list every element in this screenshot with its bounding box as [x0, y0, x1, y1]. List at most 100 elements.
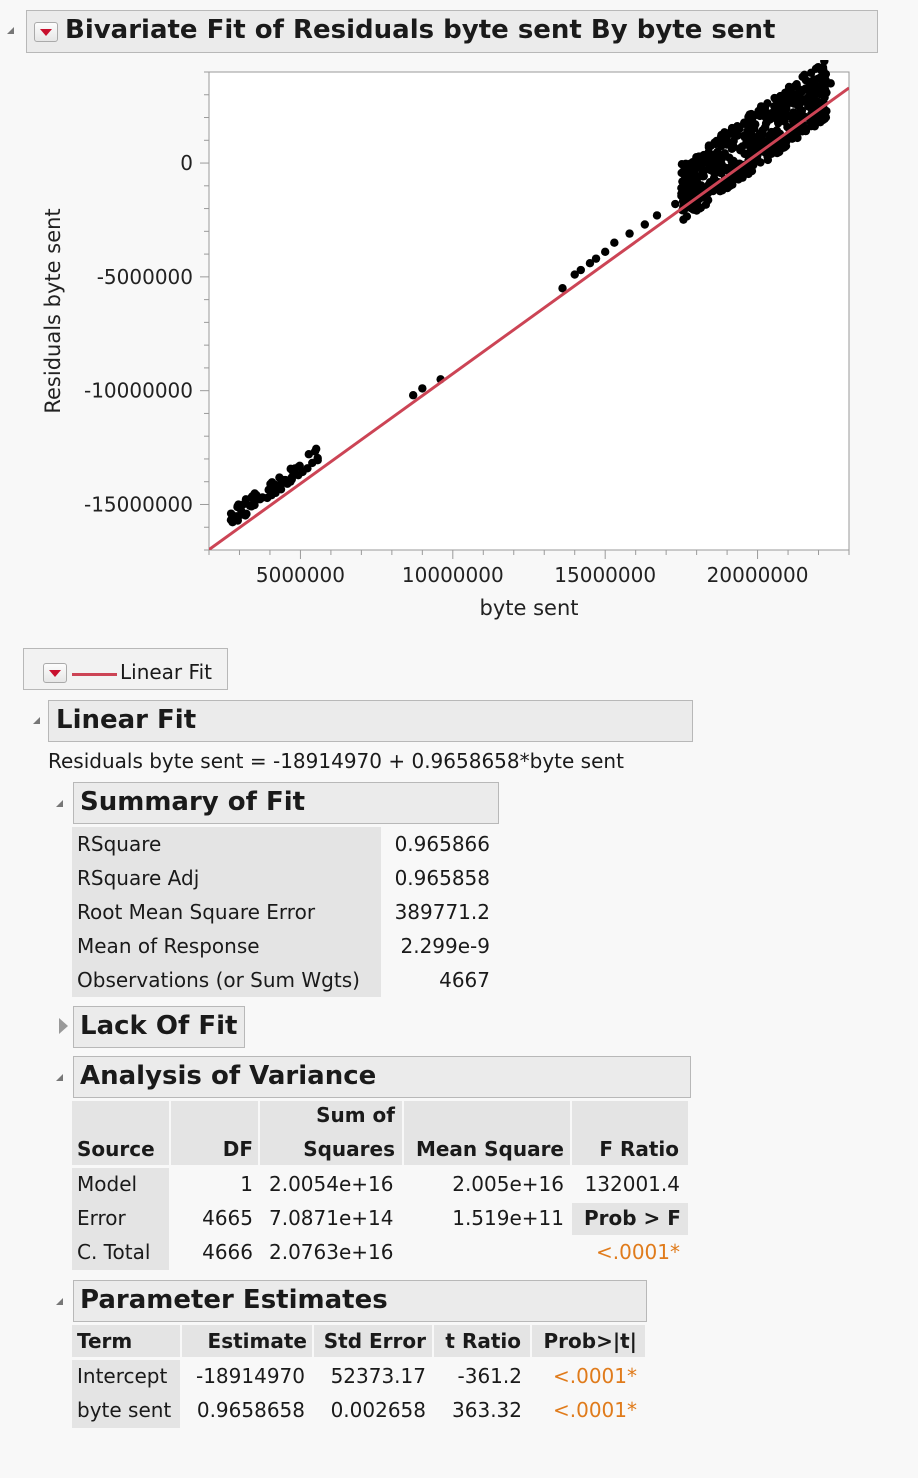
anova-ss: 2.0054e+16	[269, 1172, 394, 1196]
fit-equation: Residuals byte sent = -18914970 + 0.9658…	[48, 749, 624, 773]
data-point	[687, 172, 695, 180]
x-tick-label: 20000000	[707, 563, 809, 587]
data-point	[686, 182, 694, 190]
params-disclosure-icon[interactable]	[56, 1298, 63, 1305]
anova-df: 1	[171, 1172, 253, 1196]
data-point	[779, 96, 787, 104]
data-point	[817, 91, 825, 99]
summary-disclosure-icon[interactable]	[56, 800, 63, 807]
data-point	[790, 112, 798, 120]
report-disclosure-icon[interactable]	[7, 27, 14, 34]
data-point	[802, 76, 810, 84]
anova-head-f: F Ratio	[572, 1137, 679, 1161]
summary-value: 4667	[382, 968, 490, 992]
anova-df: 4666	[171, 1240, 253, 1264]
data-point	[683, 212, 691, 220]
data-point	[227, 509, 235, 517]
data-point	[819, 65, 827, 73]
params-prob: <.0001*	[532, 1398, 637, 1422]
params-prob: <.0001*	[532, 1364, 637, 1388]
params-head-4: Prob>|t|	[532, 1329, 637, 1353]
linear-fit-disclosure-icon[interactable]	[33, 717, 40, 724]
data-point	[241, 511, 249, 519]
data-point	[263, 494, 271, 502]
lack-of-fit-disclosure-icon[interactable]	[59, 1018, 68, 1034]
data-point	[794, 102, 802, 110]
summary-title: Summary of Fit	[80, 787, 305, 817]
x-tick-label: 15000000	[554, 563, 656, 587]
anova-source: Error	[77, 1206, 126, 1230]
data-point	[724, 130, 732, 138]
y-axis-label: Residuals byte sent	[41, 208, 65, 413]
data-point	[592, 254, 600, 262]
data-point	[794, 91, 802, 99]
data-point	[748, 114, 756, 122]
data-point	[715, 157, 723, 165]
data-point	[275, 473, 283, 481]
anova-head-ss2: Squares	[260, 1137, 395, 1161]
data-point	[713, 168, 721, 176]
params-t-ratio: 363.32	[434, 1398, 522, 1422]
linear-fit-title: Linear Fit	[56, 705, 196, 735]
data-point	[688, 165, 696, 173]
summary-label: Root Mean Square Error	[77, 900, 315, 924]
data-point	[722, 140, 730, 148]
y-tick-label: -10000000	[84, 379, 193, 403]
data-point	[270, 484, 278, 492]
data-point	[418, 384, 426, 392]
anova-disclosure-icon[interactable]	[56, 1074, 63, 1081]
data-point	[740, 150, 748, 158]
data-point	[771, 95, 779, 103]
data-point	[610, 239, 618, 247]
anova-prob-label: Prob > F	[584, 1206, 681, 1230]
anova-head-ss1: Sum of	[260, 1103, 395, 1127]
anova-ms: 2.005e+16	[404, 1172, 564, 1196]
data-point	[730, 175, 738, 183]
params-term: byte sent	[77, 1398, 171, 1422]
params-title: Parameter Estimates	[80, 1285, 388, 1315]
data-point	[744, 132, 752, 140]
data-point	[785, 83, 793, 91]
data-point	[705, 143, 713, 151]
data-point	[287, 465, 295, 473]
data-point	[782, 138, 790, 146]
summary-value: 389771.2	[382, 900, 490, 924]
data-point	[409, 391, 417, 399]
data-point	[700, 151, 708, 159]
data-point	[577, 266, 585, 274]
lack-of-fit-title: Lack Of Fit	[80, 1011, 237, 1041]
fit-menu-icon[interactable]	[43, 663, 67, 683]
data-point	[677, 169, 685, 177]
anova-head-source: Source	[77, 1137, 155, 1161]
summary-value: 0.965858	[382, 866, 490, 890]
summary-value: 2.299e-9	[382, 934, 490, 958]
fit-legend-line	[72, 673, 117, 676]
y-tick-label: -5000000	[97, 265, 193, 289]
anova-head-df: DF	[171, 1137, 253, 1161]
data-point	[791, 132, 799, 140]
data-point	[641, 220, 649, 228]
summary-label: Observations (or Sum Wgts)	[77, 968, 360, 992]
data-point	[298, 468, 306, 476]
data-point	[774, 142, 782, 150]
params-estimate: 0.9658658	[182, 1398, 305, 1422]
data-point	[653, 211, 661, 219]
scatter-chart: 0 -5000000 -10000000 -15000000 5000000 100000…	[0, 60, 918, 630]
data-point	[677, 184, 685, 192]
x-axis-label: byte sent	[480, 596, 579, 620]
params-estimate: -18914970	[182, 1364, 305, 1388]
data-point	[705, 160, 713, 168]
anova-source: Model	[77, 1172, 137, 1196]
data-point	[671, 200, 679, 208]
data-point	[723, 182, 731, 190]
params-head-0: Term	[77, 1329, 132, 1353]
anova-source: C. Total	[77, 1240, 150, 1264]
data-point	[805, 101, 813, 109]
anova-ss: 7.0871e+14	[269, 1206, 394, 1230]
report-menu-icon[interactable]	[34, 22, 58, 42]
data-point	[283, 480, 291, 488]
data-point	[758, 105, 766, 113]
y-tick-label: 0	[180, 151, 193, 175]
data-point	[721, 149, 729, 157]
anova-df: 4665	[171, 1206, 253, 1230]
